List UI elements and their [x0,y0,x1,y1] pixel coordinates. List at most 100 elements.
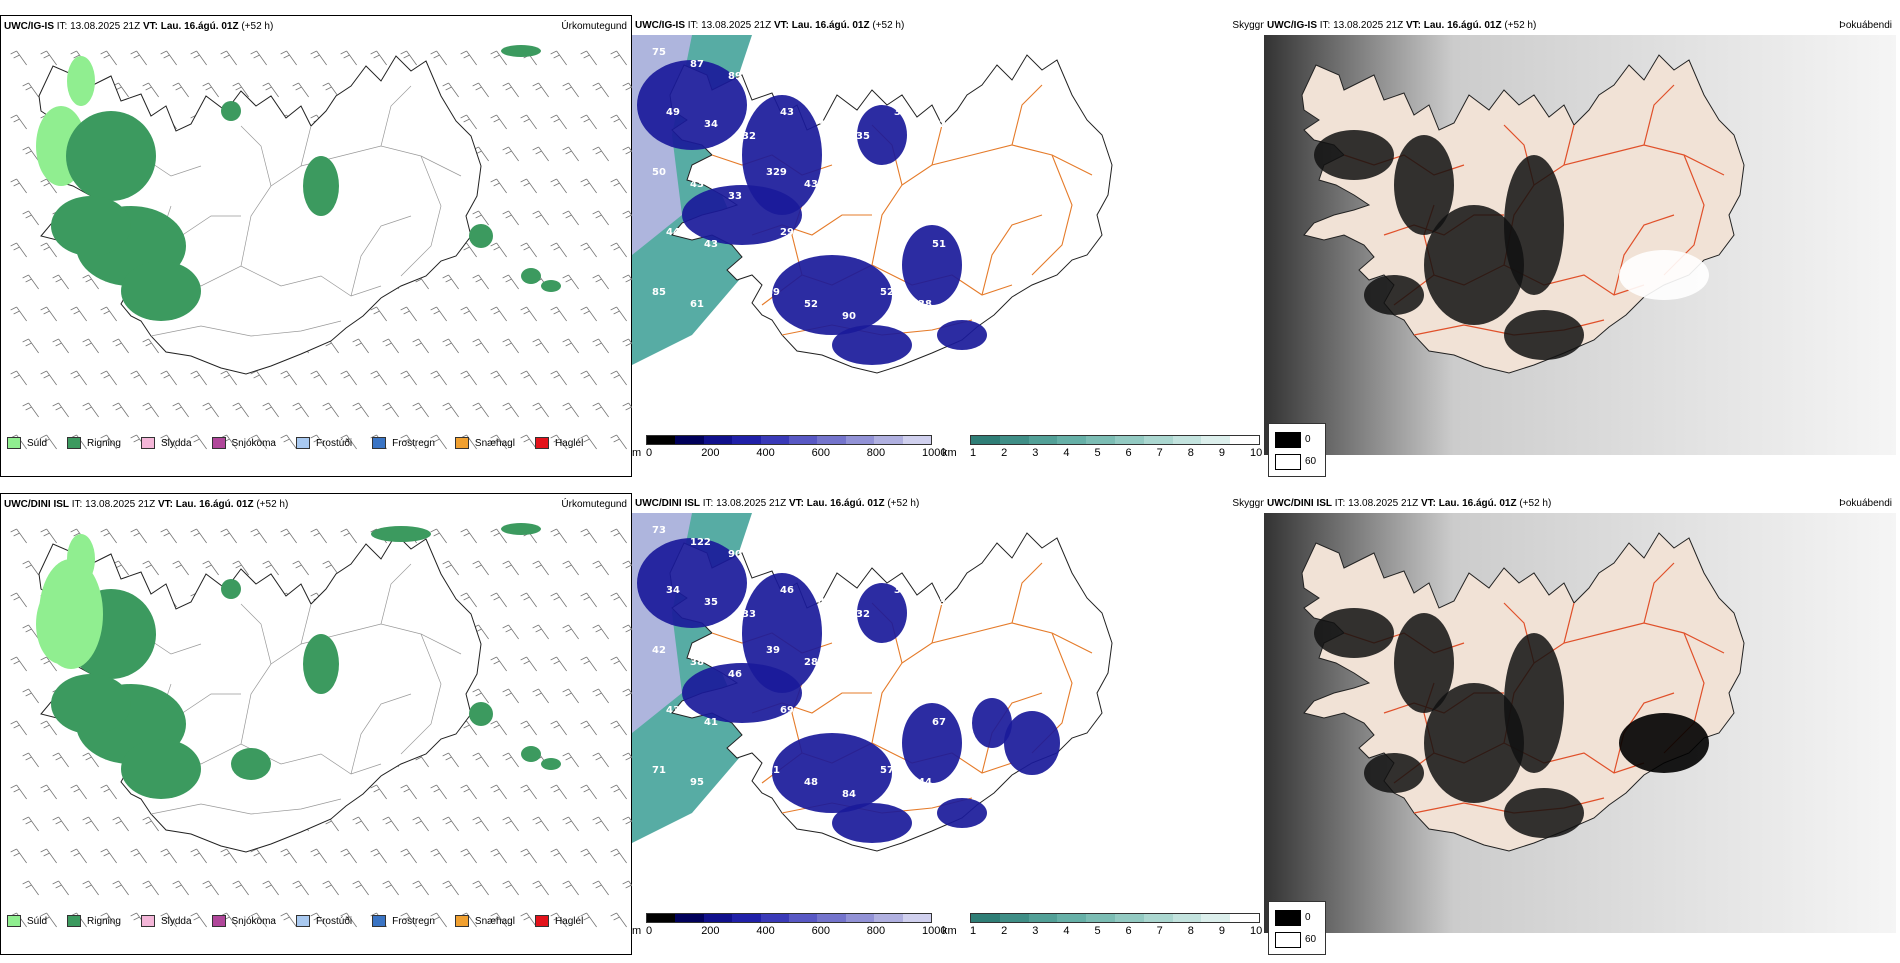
ceiling-value-label: 89 [766,287,780,298]
ceiling-value-label: 85 [652,287,666,298]
fog-legend-swatch-low [1275,910,1301,926]
precip-legend-swatch [7,915,21,927]
ceiling-visibility-panel: UWC/IG-IS IT: 13.08.2025 21Z VT: Lau. 16… [632,15,1268,477]
precip-legend-swatch [7,437,21,449]
scale-tick-label: 10 [1250,447,1263,459]
ceiling-value-label: 58 [742,729,756,740]
precip-areas [36,45,561,321]
ceiling-value-label: 37 [894,227,908,238]
ceiling-value-label: 35 [818,717,832,728]
ceiling-value-label: 43 [666,705,680,716]
precip-legend-item: Slydda [140,437,192,449]
panel-title: Skyggni [1232,498,1268,509]
scale-swatch [874,914,903,922]
scale-swatch [760,436,790,444]
ceiling-value-label: 34 [666,585,680,596]
precip-legend-label: Súld [27,437,48,449]
ceiling-value-label: 84 [842,789,856,800]
precip-legend-item: Snæhagl [454,437,515,449]
panel-title: Þokuábendi [1839,498,1892,509]
ceiling-value-label: 73 [652,525,666,536]
scale-tick-label: 800 [866,447,886,459]
precip-legend-swatch [454,915,469,927]
precip-legend-item: Frostúði [295,915,352,927]
precip-type-panel: UWC/DINI ISL IT: 13.08.2025 21Z VT: Lau.… [0,493,633,955]
scale-tick-label: 4 [1063,447,1070,459]
scale-tick-label: 7 [1156,925,1163,937]
ceiling-value-label: 39 [766,645,780,656]
precip-legend-label: Haglél [554,437,584,449]
scale-tick-label: 10 [1250,925,1263,937]
scale-swatch [1230,914,1259,922]
ceiling-value-label: 43 [804,59,818,70]
precip-legend-swatch [534,915,549,927]
ceiling-value-label: 90 [728,549,742,560]
scale-tick-label: 600 [811,925,830,937]
ceiling-value-label: 30 [766,47,780,58]
ceiling-value-label: 43 [780,107,794,118]
scale-tick-label: 200 [701,925,720,937]
scale-swatch [789,914,818,922]
precip-legend-item: Snjókoma [211,437,276,449]
ceiling-value-label: 33 [742,609,756,620]
scale-tick-label: 6 [1125,925,1132,937]
scale-swatch [703,914,733,922]
ceiling-scale: m 0 200 400 600 800 1000 [632,435,946,465]
ceiling-value-label: 36 [918,59,932,70]
ceiling-visibility-panel: UWC/DINI ISL IT: 13.08.2025 21Z VT: Lau.… [632,493,1268,955]
ceiling-value-label: 57 [728,789,742,800]
scale-bar [646,913,932,923]
ceiling-value-label: 37 [742,251,756,262]
ceiling-value-label: 52 [804,299,818,310]
ceiling-value-label: 27 [880,167,894,178]
ceiling-value-label: 35 [856,131,870,142]
scale-unit: m [632,447,642,459]
ceiling-scale: m 0 200 400 600 800 1000 [632,913,946,943]
ceiling-map: 75 87 89 30 43 47 29 36 49 34 32 43 33 35 33 52 50 43 33 32… [632,35,1113,374]
precip-type-panel: UWC/IG-IS IT: 13.08.2025 21Z VT: Lau. 16… [0,15,633,477]
ceiling-value-label: 44 [818,239,832,250]
precip-legend-item: Frostregn [372,437,435,449]
scale-swatch [845,436,875,444]
ceiling-value-label: 47 [818,597,832,608]
ceiling-value-label: 33 [894,107,908,118]
scale-swatch [1028,914,1058,922]
scale-bar [970,913,1260,923]
precip-legend-swatch [140,437,155,449]
ceiling-value-label: 69 [780,705,794,716]
scale-unit: m [632,925,642,937]
ceiling-value-label: 30 [918,537,932,548]
ceiling-value-label: 27 [818,837,832,848]
scale-tick-label: 8 [1187,925,1194,937]
precip-areas [36,523,561,799]
precip-legend-swatch [211,915,226,927]
ceiling-value-label: 46 [780,585,794,596]
ceiling-value-label: 188 [842,191,863,202]
scale-tick-label: 0 [646,925,653,937]
precip-legend-item: Haglél [534,915,583,927]
precip-legend-label: Slydda [160,437,192,449]
precip-legend-swatch [372,915,387,927]
precip-map [10,523,633,928]
fog-legend: 0 60 [1268,901,1326,955]
precip-legend-label: Snjókoma [231,437,276,449]
ceiling-map: 73 122 90 47 29 43 36 30 34 35 33 46 47 32 39 53 42 38 46 3… [632,513,1113,860]
precip-legend-label: Snæhagl [474,437,515,449]
precip-legend-swatch [372,437,387,449]
panel-header: UWC/DINI ISL IT: 13.08.2025 21Z VT: Lau.… [635,498,920,509]
ceiling-value-label: 29 [918,179,932,190]
ceiling-value-label: 44 [918,777,932,788]
scale-tick-label: 1000 [922,925,947,937]
scale-swatch [971,436,1000,444]
scale-tick-label: 800 [866,925,886,937]
ceiling-value-label: 35 [704,597,718,608]
scale-tick-label: 400 [756,447,775,459]
ceiling-value-label: 87 [690,59,704,70]
precip-legend-item: Frostregn [372,915,435,927]
scale-tick-label: 5 [1094,925,1101,937]
visibility-scale: km 1 2 3 4 5 6 7 8 9 10 [942,435,1264,465]
ceiling-value-label: 46 [728,669,742,680]
scale-swatch [1143,914,1173,922]
scale-swatch [760,914,790,922]
ceiling-value-label: 29 [880,47,894,58]
